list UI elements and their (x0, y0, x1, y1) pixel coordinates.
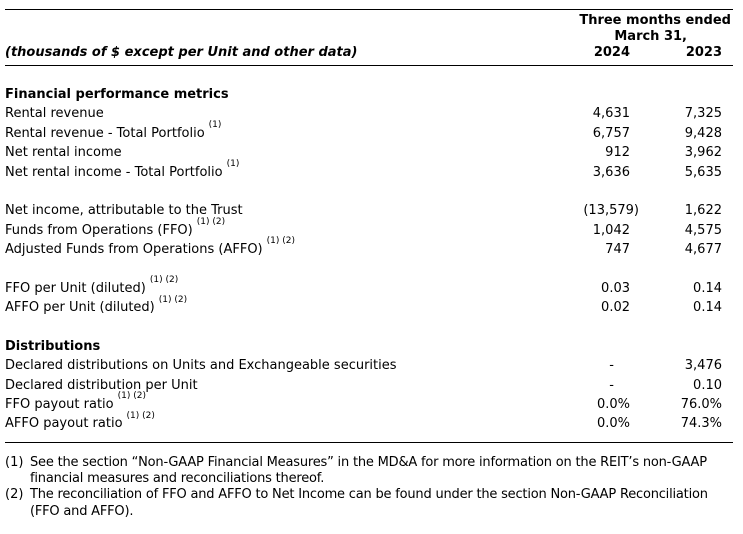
footnote-marker: (1) (5, 454, 24, 470)
footnote-text: The reconciliation of FFO and AFFO to Ne… (30, 487, 708, 519)
footnote-ref: (1) (208, 119, 222, 130)
value-2023: 0.10 (693, 377, 722, 393)
section-title: Financial performance metrics (5, 87, 229, 102)
value-2023: 0.14 (693, 300, 722, 316)
value-2024: 747 (605, 242, 630, 258)
row-label-text: FFO payout ratio (5, 397, 114, 413)
row-label: FFO payout ratio(1) (2) (5, 392, 535, 414)
row-label-text: Declared distributions on Units and Exch… (5, 358, 397, 374)
row-label-text: FFO per Unit (diluted) (5, 281, 146, 297)
row-label-text: Declared distribution per Unit (5, 377, 198, 393)
value-2024: - (609, 358, 614, 374)
value-2023: 3,476 (684, 358, 722, 374)
value-2024: 1,042 (592, 222, 630, 238)
value-2023: 5,635 (684, 164, 722, 180)
footnote-text: See the section “Non-GAAP Financial Meas… (30, 454, 707, 487)
row-label: Net rental income - Total Portfolio(1) (5, 159, 535, 182)
row-label-text: Funds from Operations (FFO) (5, 222, 193, 238)
table-row: Declared distributions on Units and Exch… (5, 356, 733, 375)
row-label-text: Rental revenue (5, 106, 104, 122)
value-2023: 7,325 (684, 106, 722, 122)
column-header-2023: 2023 (685, 45, 722, 60)
value-2023: 3,962 (684, 145, 722, 161)
row-label-text: Net income, attributable to the Trust (5, 203, 243, 219)
row-label-text: AFFO per Unit (diluted) (5, 300, 155, 316)
value-2024: 3,636 (592, 164, 630, 180)
value-2024: - (609, 377, 614, 393)
row-label: Declared distributions on Units and Exch… (5, 356, 535, 375)
row-label: AFFO payout ratio(1) (2) (5, 410, 535, 433)
value-2024: 4,631 (592, 106, 630, 122)
column-header-2024: 2024 (593, 45, 630, 60)
table-row: Net rental income 912 3,962 (5, 143, 733, 162)
footnotes: (1) See the section “Non-GAAP Financial … (5, 455, 739, 520)
value-2024: 6,757 (592, 125, 630, 141)
value-2024: 0.0% (596, 416, 630, 432)
period-header-line1: Three months ended (579, 13, 731, 28)
footnote-ref: (1) (2) (149, 275, 179, 286)
footnote-ref: (1) (2) (196, 217, 226, 227)
section-title: Distributions (5, 338, 101, 354)
row-label-text: Net rental income - Total Portfolio (5, 164, 223, 180)
period-header-line2: March 31, (614, 29, 687, 44)
value-2024: 0.03 (601, 281, 630, 297)
row-label: Rental revenue - Total Portfolio(1) (5, 120, 535, 143)
value-2024: (13,579) (583, 203, 639, 219)
row-label: Adjusted Funds from Operations (AFFO)(1)… (5, 237, 535, 259)
footnote-ref: (1) (2) (117, 391, 146, 402)
table-row: Declared distribution per Unit - 0.10 (5, 376, 733, 395)
footnote-ref: (1) (2) (158, 294, 188, 305)
value-2024: 0.0% (596, 397, 630, 413)
row-label-text: Adjusted Funds from Operations (AFFO) (5, 242, 263, 258)
value-2023: 4,677 (684, 242, 722, 258)
value-2023: 0.14 (693, 281, 722, 297)
table-row: Rental revenue - Total Portfolio(1) 6,75… (5, 120, 733, 143)
column-header-row: (thousands of $ except per Unit and othe… (5, 44, 733, 66)
footnote-ref: (1) (2) (126, 410, 155, 421)
value-2023: 9,428 (684, 125, 722, 141)
table-row: Net rental income - Total Portfolio(1) 3… (5, 159, 733, 182)
row-label: Rental revenue (5, 104, 535, 123)
table-row: AFFO per Unit (diluted)(1) (2) 0.02 0.14 (5, 294, 733, 317)
table-row: Funds from Operations (FFO)(1) (2) 1,042… (5, 218, 733, 240)
table-row: FFO per Unit (diluted)(1) (2) 0.03 0.14 (5, 276, 733, 298)
table-body: Financial performance metrics Rental rev… (5, 85, 733, 434)
table-row: AFFO payout ratio(1) (2) 0.0% 74.3% (5, 410, 733, 433)
table-row: Net income, attributable to the Trust (1… (5, 201, 733, 220)
footnote-marker: (2) (5, 487, 24, 503)
value-2023: 4,575 (684, 222, 722, 238)
footnote-divider (5, 441, 733, 443)
table-row: Adjusted Funds from Operations (AFFO)(1)… (5, 237, 733, 259)
value-2023: 76.0% (680, 397, 722, 413)
row-label: Declared distribution per Unit (5, 376, 535, 395)
value-2024: 0.02 (601, 300, 630, 316)
top-rule (5, 9, 733, 10)
units-note: (thousands of $ except per Unit and othe… (5, 45, 358, 60)
row-label: Net rental income (5, 143, 535, 162)
footnote-ref: (1) (2) (266, 236, 295, 247)
row-label: Net income, attributable to the Trust (5, 201, 535, 220)
row-label: FFO per Unit (diluted)(1) (2) (5, 276, 535, 298)
value-2023: 1,622 (684, 203, 722, 219)
row-label-text: AFFO payout ratio (5, 416, 123, 432)
value-2023: 74.3% (680, 416, 722, 432)
footnote-ref: (1) (226, 158, 240, 169)
table-row: Rental revenue 4,631 7,325 (5, 104, 733, 123)
row-label: Funds from Operations (FFO)(1) (2) (5, 218, 535, 240)
table-row: FFO payout ratio(1) (2) 0.0% 76.0% (5, 392, 733, 414)
value-2024: 912 (605, 145, 630, 161)
row-label-text: Net rental income (5, 145, 122, 161)
footnote: (2) The reconciliation of FFO and AFFO t… (5, 487, 739, 520)
row-label-text: Rental revenue - Total Portfolio (5, 125, 205, 141)
row-label: AFFO per Unit (diluted)(1) (2) (5, 294, 535, 317)
footnote: (1) See the section “Non-GAAP Financial … (5, 455, 739, 488)
